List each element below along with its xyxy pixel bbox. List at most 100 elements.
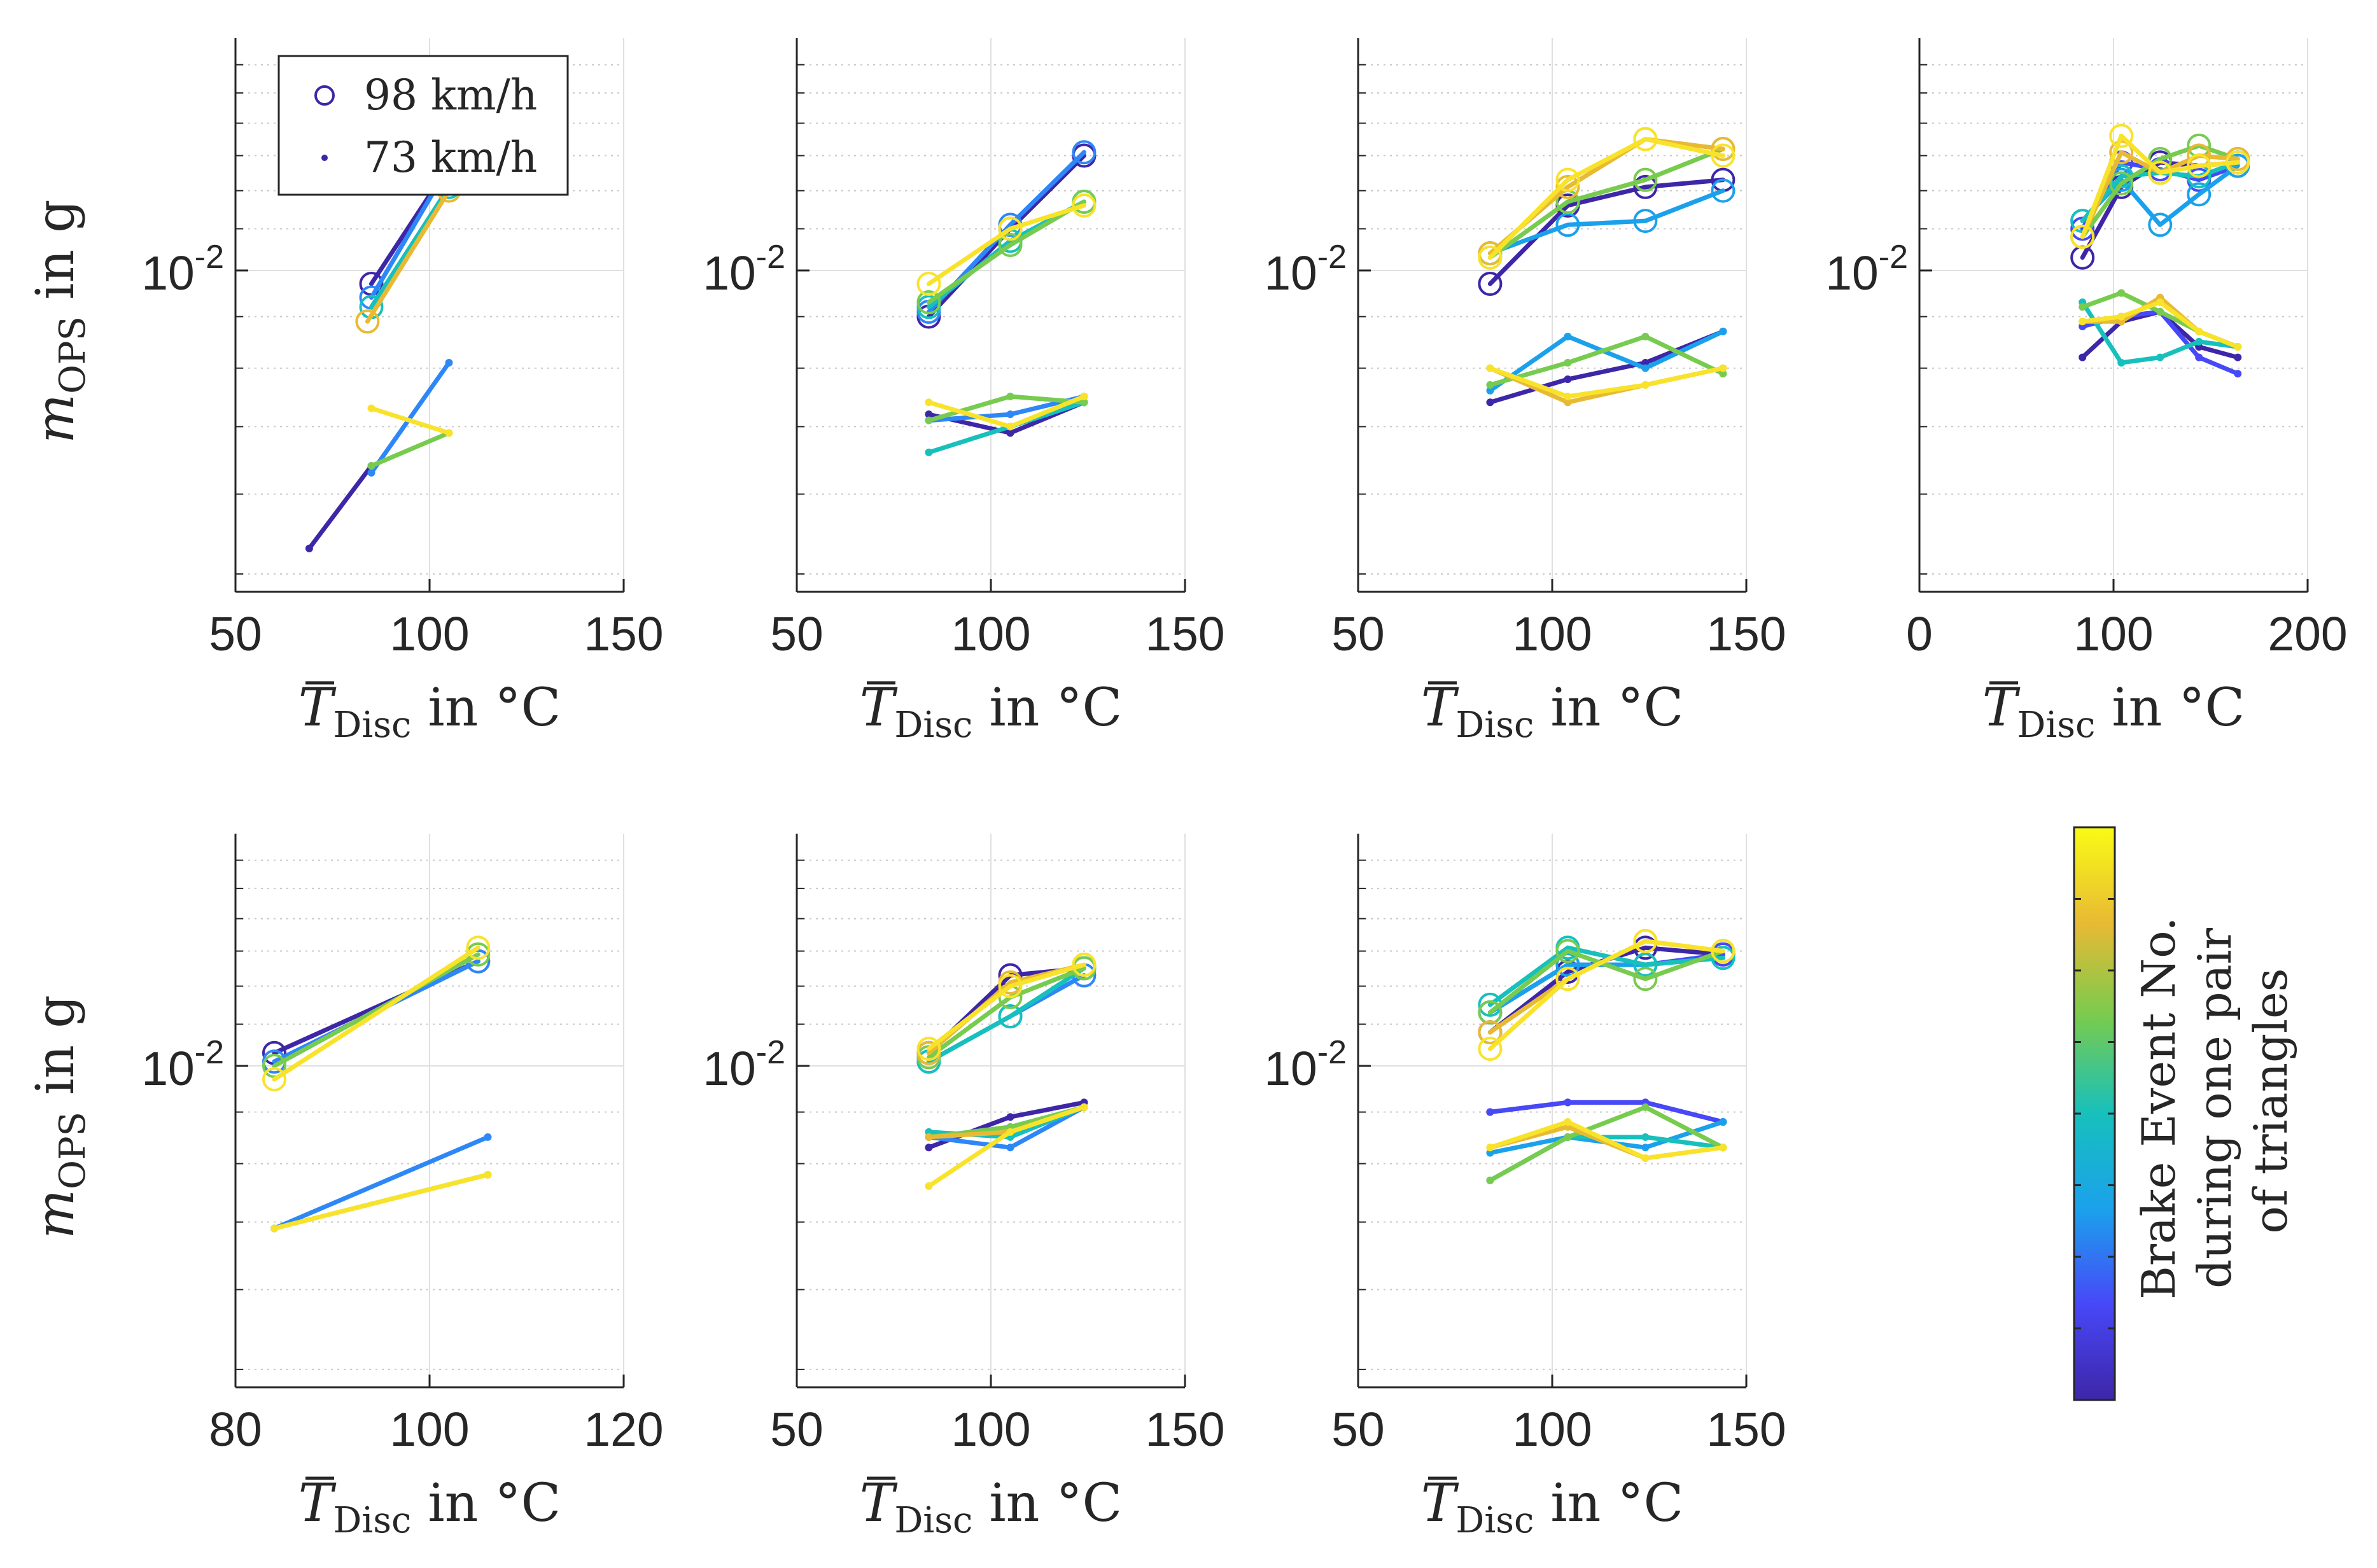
data-point-circle	[916, 272, 941, 297]
y-tick-label: 10-2	[703, 239, 785, 300]
data-point-circle	[1633, 167, 1658, 192]
data-point-circle	[1633, 209, 1658, 234]
y-tick-label: 10-2	[141, 1034, 224, 1095]
data-point-dot	[1080, 398, 1088, 407]
panel-3: 50 100 150 10-2 TDisc in °C	[1264, 38, 1786, 746]
data-point-circle	[1633, 967, 1658, 991]
series-line	[307, 463, 374, 551]
y-tick-label: 10-2	[1264, 1034, 1347, 1095]
data-point-circle	[1633, 127, 1658, 151]
data-point-dot	[1564, 375, 1572, 383]
y-axis-label: mOPS in g	[25, 995, 94, 1238]
data-point-dot	[1006, 429, 1014, 437]
series-73-8	[367, 404, 453, 437]
series-line	[926, 962, 1086, 1051]
series-line	[1487, 329, 1725, 405]
x-tick-label: 150	[1145, 1403, 1224, 1456]
series-98-4	[262, 935, 491, 1092]
series-73-7	[367, 429, 453, 470]
data-point-circle	[2070, 225, 2095, 249]
data-point-dot	[2195, 327, 2203, 335]
x-axis-label: TDisc in °C	[1421, 1473, 1684, 1541]
series-line	[272, 1135, 490, 1231]
data-point-dot	[1080, 392, 1088, 400]
data-point-circle	[1555, 213, 1580, 237]
x-tick-label: 50	[1331, 1403, 1384, 1456]
x-tick-label: 100	[1512, 607, 1592, 661]
x-axis-label: TDisc in °C	[860, 678, 1123, 746]
data-point-dot	[2117, 289, 2126, 297]
series-73-7	[270, 1170, 492, 1233]
data-point-circle	[1478, 1020, 1503, 1045]
series-line	[1487, 329, 1725, 393]
data-point-dot	[2156, 307, 2164, 316]
data-point-dot	[2195, 353, 2203, 361]
data-point-dot	[367, 404, 375, 412]
x-axis-label: TDisc in °C	[298, 678, 561, 746]
data-point-dot	[1006, 392, 1014, 400]
colorbar: Brake Event No. during one pair of trian…	[2073, 826, 2297, 1401]
data-point-circle	[2109, 123, 2134, 148]
series-98-5	[916, 193, 1097, 297]
data-point-dot	[2234, 353, 2242, 361]
data-point-dot	[1564, 359, 1572, 367]
data-point-circle	[916, 290, 941, 314]
data-point-dot	[1486, 386, 1494, 395]
data-point-dot	[445, 429, 453, 437]
legend-entry-98: 98 km/h	[364, 71, 537, 120]
data-point-dot	[1564, 332, 1572, 340]
data-point-dot	[1719, 1117, 1727, 1126]
series-73-13	[2079, 298, 2242, 351]
data-point-dot	[1486, 1144, 1494, 1152]
data-point-circle	[1711, 143, 1735, 168]
x-tick-label: 100	[951, 607, 1030, 661]
data-point-circle	[2187, 153, 2212, 178]
data-point-dot	[484, 1133, 492, 1141]
data-point-circle	[998, 216, 1023, 241]
series-98-6	[916, 953, 1097, 1061]
data-point-dot	[1006, 1113, 1014, 1121]
panel-7: 50 100 150 10-2 TDisc in °C	[1264, 834, 1786, 1541]
y-tick-label: 10-2	[141, 239, 224, 300]
y-tick-label: 10-2	[703, 1034, 785, 1095]
x-axis-label: TDisc in °C	[860, 1473, 1123, 1541]
series-line	[272, 952, 480, 1068]
x-tick-label: 150	[584, 607, 663, 661]
series-98-4	[916, 190, 1097, 314]
series-line	[926, 203, 1086, 286]
data-point-circle	[2148, 213, 2173, 237]
data-point-circle	[2187, 182, 2212, 207]
data-point-circle	[2109, 171, 2134, 196]
x-tick-label: 150	[1145, 607, 1224, 661]
data-point-dot	[2234, 370, 2242, 378]
data-point-circle	[1478, 1037, 1503, 1061]
data-point-dot	[925, 416, 933, 424]
x-axis-label: TDisc in °C	[1421, 678, 1684, 746]
series-line	[365, 188, 451, 324]
legend-box	[277, 55, 569, 196]
y-axis-label: mOPS in g	[25, 199, 94, 443]
data-point-dot	[2195, 337, 2203, 346]
series-line	[272, 945, 480, 1082]
data-point-dot	[1641, 1154, 1650, 1163]
data-point-dot	[305, 544, 313, 552]
data-point-dot	[925, 448, 933, 456]
data-point-circle	[1072, 953, 1097, 977]
data-point-dot	[1641, 1133, 1650, 1141]
data-point-dot	[1486, 364, 1494, 372]
data-point-dot	[1486, 1176, 1494, 1184]
series-line	[369, 185, 451, 309]
data-point-dot	[1486, 398, 1494, 407]
data-point-circle	[1478, 245, 1503, 270]
data-point-dot	[925, 1182, 933, 1190]
data-point-dot	[1564, 1098, 1572, 1107]
colorbar-label-line-1: Brake Event No.	[2132, 917, 2185, 1299]
x-tick-label: 100	[1512, 1403, 1592, 1456]
series-line	[1487, 1119, 1725, 1161]
data-point-dot	[1006, 423, 1014, 431]
data-point-dot	[367, 468, 375, 477]
data-point-dot	[1564, 398, 1572, 407]
data-point-circle	[1072, 193, 1097, 218]
data-point-dot	[1719, 1144, 1727, 1152]
